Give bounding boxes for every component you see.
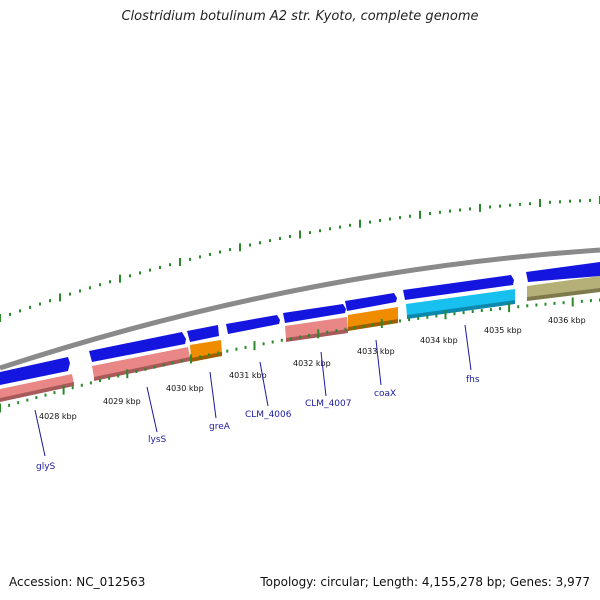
band-fhs[interactable] (406, 289, 515, 316)
accession-text: Accession: NC_012563 (9, 575, 146, 589)
gene-arrow-coaX[interactable] (345, 293, 397, 311)
band-coaX[interactable] (348, 307, 398, 328)
scale-label: 4029 kbp (103, 397, 141, 406)
scale-label: 4028 kbp (39, 412, 77, 421)
map-title: Clostridium botulinum A2 str. Kyoto, com… (121, 9, 479, 24)
band-next-shadow (527, 288, 600, 301)
genome-backbone (0, 247, 600, 371)
gene-labels: glyS lysS greA CLM_4006 CLM_4007 coaX fh… (36, 375, 480, 472)
gene-label-lysS[interactable]: lysS (148, 435, 167, 445)
scale-label: 4035 kbp (484, 326, 522, 335)
scale-label: 4031 kbp (229, 371, 267, 380)
scale-label: 4033 kbp (357, 347, 395, 356)
band-glyS[interactable] (0, 374, 74, 400)
inner-tick-ring (0, 297, 600, 413)
band-lysS[interactable] (92, 347, 190, 378)
scale-label: 4032 kbp (293, 359, 331, 368)
scale-label: 4030 kbp (166, 384, 204, 393)
forward-strand (0, 262, 600, 385)
band-glyS-shadow (0, 382, 74, 402)
gene-label-fhs[interactable]: fhs (466, 375, 480, 385)
gene-arrow-fhs[interactable] (403, 275, 514, 300)
band-next[interactable] (527, 276, 600, 298)
gene-label-CLM_4007[interactable]: CLM_4007 (305, 399, 351, 409)
gene-arrow-glyS-forward[interactable] (0, 357, 70, 385)
band-greA-shadow (191, 352, 222, 362)
gene-leaders (34, 324, 472, 457)
gene-label-coaX[interactable]: coaX (374, 389, 396, 399)
genome-summary-text: Topology: circular; Length: 4,155,278 bp… (260, 575, 590, 589)
scale-label: 4036 kbp (548, 316, 586, 325)
gene-label-greA[interactable]: greA (209, 422, 231, 432)
gene-arrow-next[interactable] (526, 262, 600, 282)
outer-tick-ring (0, 196, 600, 322)
scale-labels: 4028 kbp 4029 kbp 4030 kbp 4031 kbp 4032… (39, 316, 586, 421)
feature-bands (0, 276, 600, 402)
gene-label-CLM_4006[interactable]: CLM_4006 (245, 410, 292, 420)
gene-arrow-greA[interactable] (187, 325, 219, 342)
gene-arrow-lysS-forward[interactable] (89, 332, 186, 362)
band-CLM_4007-shadow (286, 329, 348, 342)
scale-label: 4034 kbp (420, 336, 458, 345)
band-fhs-shadow (407, 300, 515, 319)
gene-label-glyS[interactable]: glyS (36, 462, 56, 472)
gene-arrow-CLM_4006[interactable] (226, 315, 280, 334)
gene-arrow-CLM_4007[interactable] (283, 304, 346, 323)
band-CLM_4007[interactable] (285, 317, 348, 339)
